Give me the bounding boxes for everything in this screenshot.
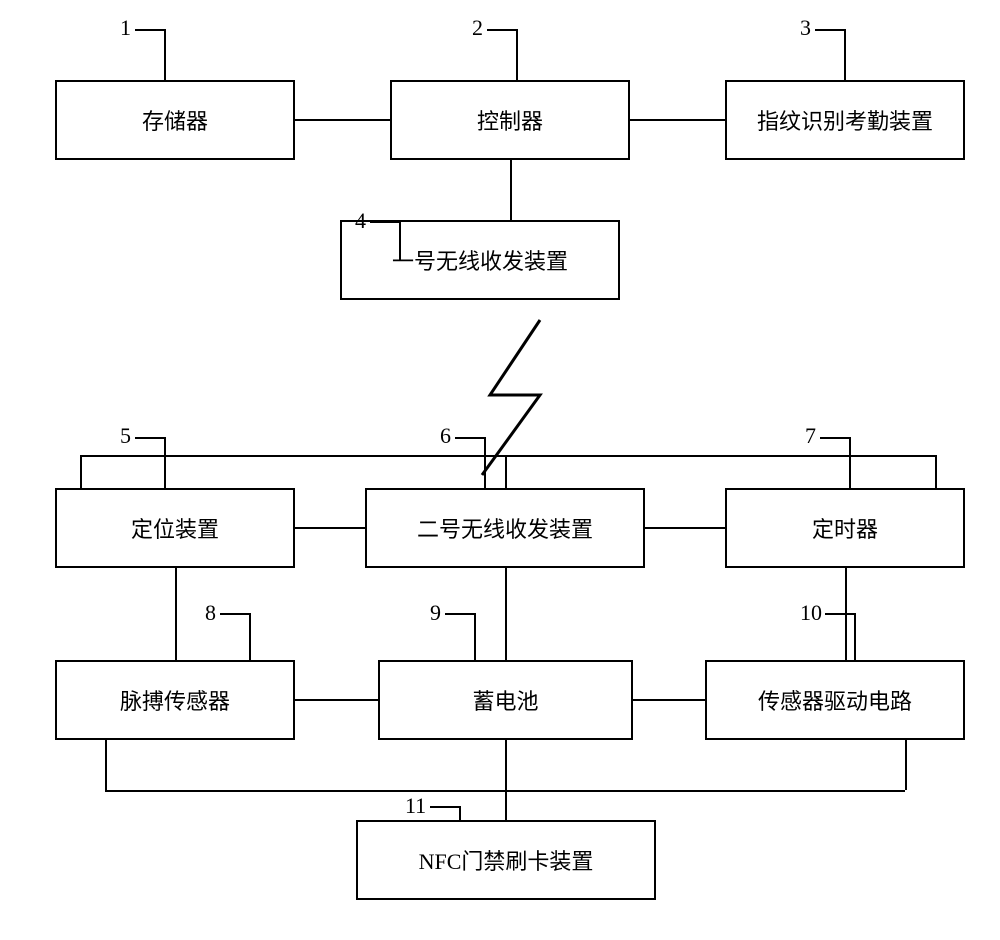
node-label: 一号无线收发装置 [392,244,568,276]
wireless-icon [482,320,540,475]
edge [295,527,365,529]
node-label: 指纹识别考勤装置 [757,104,933,136]
node-label: 二号无线收发装置 [417,512,593,544]
node-battery: 蓄电池 [378,660,633,740]
node-location: 定位装置 [55,488,295,568]
node-wireless-1: 一号无线收发装置 [340,220,620,300]
callout-num: 10 [800,600,822,626]
callout-num: 5 [120,423,131,449]
node-label: 定位装置 [131,512,219,544]
node-sensor-driver: 传感器驱动电路 [705,660,965,740]
edge [105,740,107,790]
edge [505,740,507,820]
node-label: 存储器 [142,104,208,136]
callout-num: 8 [205,600,216,626]
edge [905,740,907,790]
diagram-canvas: 存储器 控制器 指纹识别考勤装置 一号无线收发装置 定位装置 二号无线收发装置 … [0,0,1000,940]
edge [295,699,378,701]
edge [845,568,847,660]
node-label: 定时器 [812,512,878,544]
node-pulse-sensor: 脉搏传感器 [55,660,295,740]
callout-num: 1 [120,15,131,41]
node-nfc: NFC门禁刷卡装置 [356,820,656,900]
callout-num: 2 [472,15,483,41]
node-wireless-2: 二号无线收发装置 [365,488,645,568]
edge [295,119,390,121]
callout-num: 9 [430,600,441,626]
edge [505,455,507,488]
edge [505,568,507,660]
node-fingerprint: 指纹识别考勤装置 [725,80,965,160]
edge [935,455,937,488]
callout-num: 3 [800,15,811,41]
node-label: 控制器 [477,104,543,136]
edge [80,455,82,488]
node-timer: 定时器 [725,488,965,568]
callout-num: 11 [405,793,426,819]
callout-num: 7 [805,423,816,449]
edge [633,699,705,701]
edge [510,160,512,220]
edge [645,527,725,529]
node-label: NFC门禁刷卡装置 [419,844,594,876]
edge [80,455,935,457]
edge [175,568,177,660]
callout-num: 6 [440,423,451,449]
node-label: 传感器驱动电路 [758,684,912,716]
node-label: 脉搏传感器 [120,684,230,716]
edge [630,119,725,121]
node-controller: 控制器 [390,80,630,160]
node-storage: 存储器 [55,80,295,160]
node-label: 蓄电池 [472,684,538,716]
callout-num: 4 [355,208,366,234]
